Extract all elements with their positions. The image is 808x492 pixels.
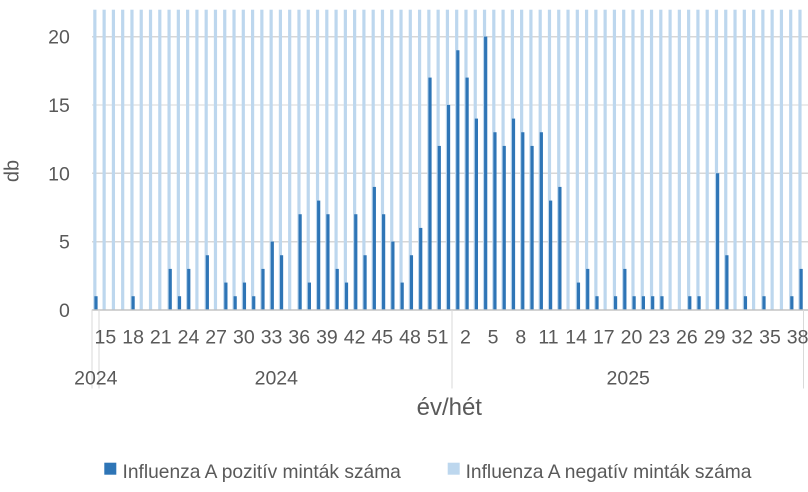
svg-text:Influenza A pozitív minták szá: Influenza A pozitív minták száma	[123, 462, 402, 483]
svg-text:20: 20	[621, 327, 643, 349]
svg-text:42: 42	[344, 327, 366, 349]
svg-text:48: 48	[399, 327, 421, 349]
svg-text:27: 27	[205, 327, 227, 349]
svg-text:26: 26	[676, 327, 698, 349]
svg-text:2024: 2024	[74, 368, 118, 390]
svg-text:35: 35	[759, 327, 781, 349]
svg-text:39: 39	[316, 327, 338, 349]
svg-text:db: db	[2, 160, 24, 182]
svg-text:8: 8	[515, 327, 526, 349]
svg-text:Influenza A negatív minták szá: Influenza A negatív minták száma	[466, 462, 752, 483]
svg-text:2024: 2024	[255, 368, 299, 390]
svg-text:36: 36	[288, 327, 310, 349]
svg-text:2025: 2025	[607, 368, 651, 390]
svg-text:20: 20	[48, 27, 70, 49]
svg-text:17: 17	[593, 327, 615, 349]
svg-text:11: 11	[538, 327, 558, 349]
svg-text:15: 15	[48, 95, 70, 117]
svg-text:29: 29	[704, 327, 726, 349]
svg-text:24: 24	[178, 327, 200, 349]
svg-text:30: 30	[233, 327, 255, 349]
svg-text:33: 33	[261, 327, 283, 349]
svg-text:51: 51	[427, 327, 449, 349]
svg-text:21: 21	[150, 327, 172, 349]
svg-text:5: 5	[488, 327, 499, 349]
svg-text:45: 45	[371, 327, 393, 349]
svg-text:38: 38	[787, 327, 808, 349]
svg-text:0: 0	[59, 300, 70, 322]
svg-text:5: 5	[59, 232, 70, 254]
svg-text:2: 2	[460, 327, 471, 349]
svg-text:32: 32	[731, 327, 753, 349]
svg-text:év/hét: év/hét	[417, 394, 483, 421]
svg-text:15: 15	[95, 327, 117, 349]
svg-text:14: 14	[565, 327, 587, 349]
svg-text:10: 10	[48, 163, 70, 185]
svg-text:18: 18	[122, 327, 144, 349]
svg-text:23: 23	[648, 327, 670, 349]
